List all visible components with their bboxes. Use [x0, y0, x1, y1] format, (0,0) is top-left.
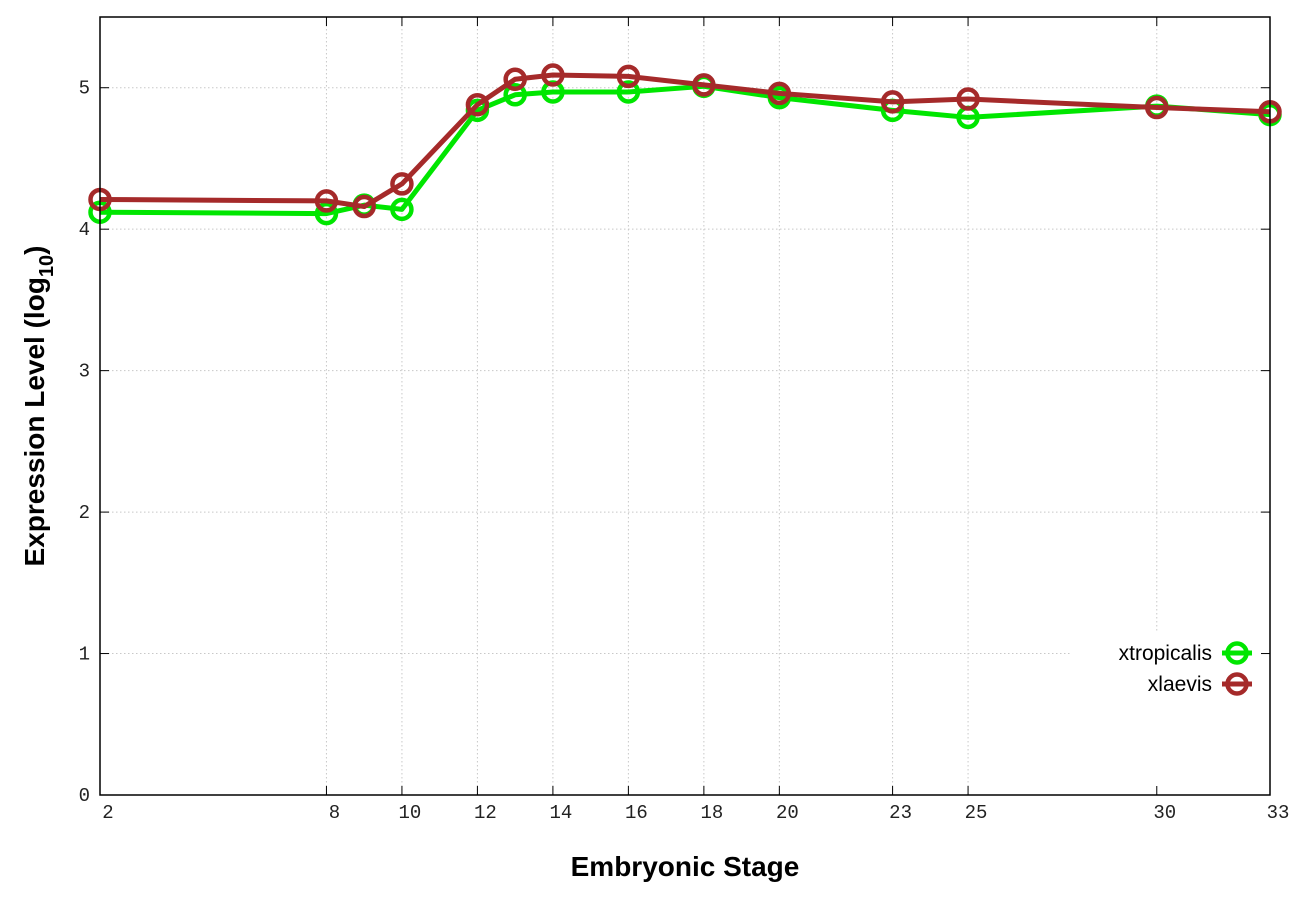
y-tick-label: 5	[79, 78, 90, 100]
legend-marker	[1225, 672, 1249, 696]
data-point	[616, 80, 641, 104]
x-axis-title: Embryonic Stage	[571, 851, 800, 882]
data-point	[465, 92, 490, 117]
data-point	[352, 194, 376, 219]
y-axis-title-main: Expression Level (log	[19, 277, 50, 566]
data-point	[541, 63, 565, 87]
data-point	[616, 64, 641, 89]
legend-marker	[1225, 641, 1249, 665]
x-tick-label: 33	[1267, 802, 1290, 824]
x-tick-label: 30	[1153, 802, 1176, 824]
plot-frame	[99, 16, 1271, 796]
data-point	[503, 83, 527, 107]
x-tick-label: 8	[329, 802, 340, 824]
series-line	[99, 83, 1271, 217]
plot	[88, 17, 1282, 796]
y-tick-label: 3	[79, 361, 90, 383]
x-tick-label: 12	[474, 802, 497, 824]
legend-label: xtropicalis	[1119, 642, 1212, 665]
y-tick-label: 0	[79, 785, 90, 807]
x-tick-label: 25	[965, 802, 988, 824]
y-axis-title: Expression Level (log10)	[19, 246, 58, 567]
data-point	[390, 197, 414, 222]
data-point	[767, 81, 792, 106]
data-point	[314, 201, 339, 226]
data-point	[692, 73, 716, 97]
y-tick-label: 1	[79, 644, 90, 666]
y-tick-label: 4	[79, 219, 90, 241]
y-axis-title-subscript: 10	[36, 255, 58, 277]
legend-background	[1070, 633, 1269, 794]
x-tick-label: 23	[889, 802, 912, 824]
x-tick-label: 20	[776, 802, 799, 824]
data-point	[503, 67, 527, 91]
data-point	[390, 172, 414, 196]
x-tick-label: 2	[102, 802, 113, 824]
y-axis-title-suffix: )	[19, 246, 50, 255]
x-tick-label: 14	[549, 802, 572, 824]
x-tick-label: 16	[625, 802, 648, 824]
data-point	[956, 87, 980, 111]
x-tick-label: 10	[399, 802, 422, 824]
legend-label: xlaevis	[1148, 673, 1212, 696]
data-point	[880, 90, 905, 114]
x-tick-label: 18	[700, 802, 723, 824]
data-point	[1145, 95, 1169, 120]
data-point	[314, 189, 339, 213]
y-tick-label: 2	[79, 502, 90, 524]
